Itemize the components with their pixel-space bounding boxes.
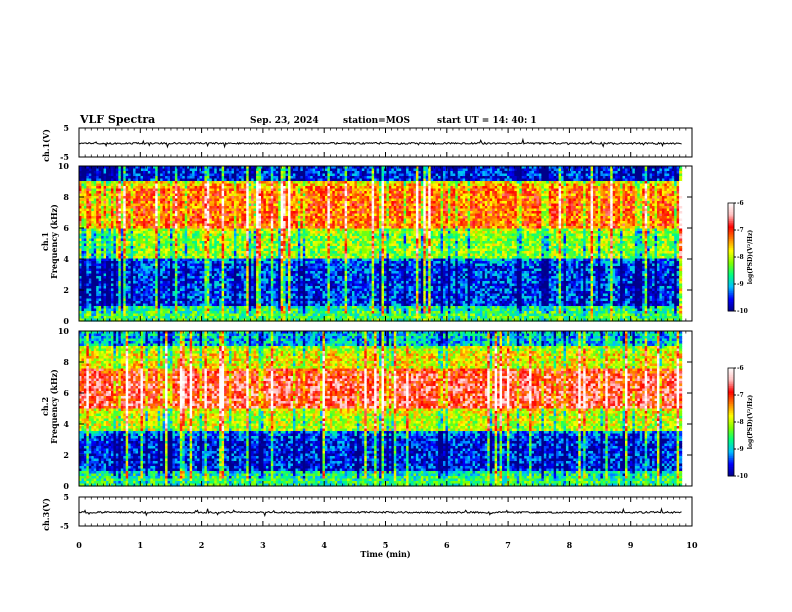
ch1-spectrogram-cells bbox=[79, 166, 682, 322]
vlf-figure: VLF Spectra Sep. 23, 2024 station=MOS st… bbox=[0, 0, 792, 612]
start-time-text: start UT = 14: 40: 1 bbox=[437, 116, 537, 126]
ch1-waveform-panel: 5-5ch.1(V) bbox=[41, 123, 692, 162]
ch1-waveform-ylabel: ch.1(V) bbox=[41, 129, 51, 162]
figure-title: VLF Spectra bbox=[79, 113, 155, 126]
ch1-waveform-trace bbox=[79, 140, 682, 147]
station-text: station=MOS bbox=[343, 116, 410, 126]
date-text: Sep. 23, 2024 bbox=[250, 116, 319, 126]
y-tick-label: 5 bbox=[63, 123, 69, 133]
